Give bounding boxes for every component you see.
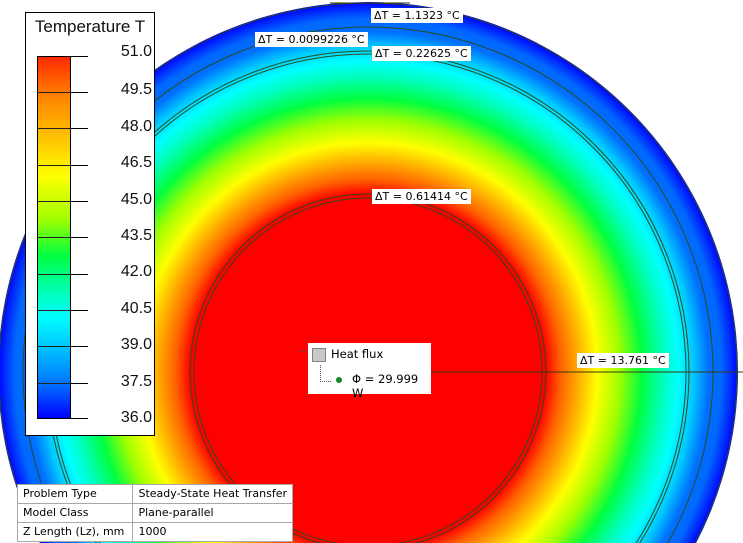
legend-title: Temperature T [34,17,146,36]
dt-label-radial: ΔT = 13.761 °C [577,353,669,368]
property-key: Model Class [16,503,134,523]
property-value: 1000 [132,522,293,542]
heat-flux-panel[interactable]: Heat flux Φ = 29.999 W [308,343,431,400]
legend-tick-label: 48.0 [120,118,152,135]
dt-label-core: ΔT = 0.61414 °C [372,189,471,204]
legend-tick-label: 36.0 [120,409,152,426]
property-key: Z Length (Lz), mm [16,522,134,542]
legend-tick-label: 42.0 [120,263,152,280]
property-value: Plane-parallel [132,503,293,523]
legend-tick-label: 39.0 [120,336,152,353]
table-row: Z Length (Lz), mm 1000 [16,522,293,542]
legend-tick-label: 51.0 [120,43,152,60]
property-key: Problem Type [16,484,134,504]
dt-label-shell: ΔT = 0.22625 °C [372,46,471,61]
heat-flux-marker-icon [336,377,342,383]
legend-tick-label: 40.5 [120,300,152,317]
legend-tick-label: 45.0 [120,191,152,208]
heat-flux-title: Heat flux [331,347,384,361]
heat-flux-leader [300,351,308,352]
legend-tick-label: 46.5 [120,154,152,171]
dt-label-top: ΔT = 1.1323 °C [371,8,463,23]
table-row: Model Class Plane-parallel [16,503,293,523]
heat-flux-value: Φ = 29.999 W [352,372,419,400]
tree-connector [320,365,331,382]
legend-tick-label: 37.5 [120,373,152,390]
problem-properties-table: Problem Type Steady-State Heat Transfer … [16,484,293,542]
property-value: Steady-State Heat Transfer [132,484,293,504]
table-row: Problem Type Steady-State Heat Transfer [16,484,293,504]
dt-label-outer-thin: ΔT = 0.0099226 °C [255,32,368,47]
legend-tick-label: 49.5 [120,81,152,98]
legend-tick-label: 43.5 [120,227,152,244]
heat-flux-checkbox[interactable] [312,348,326,362]
temperature-legend: Temperature T 51.0 49.5 48.0 46.5 45.0 4… [25,12,155,436]
